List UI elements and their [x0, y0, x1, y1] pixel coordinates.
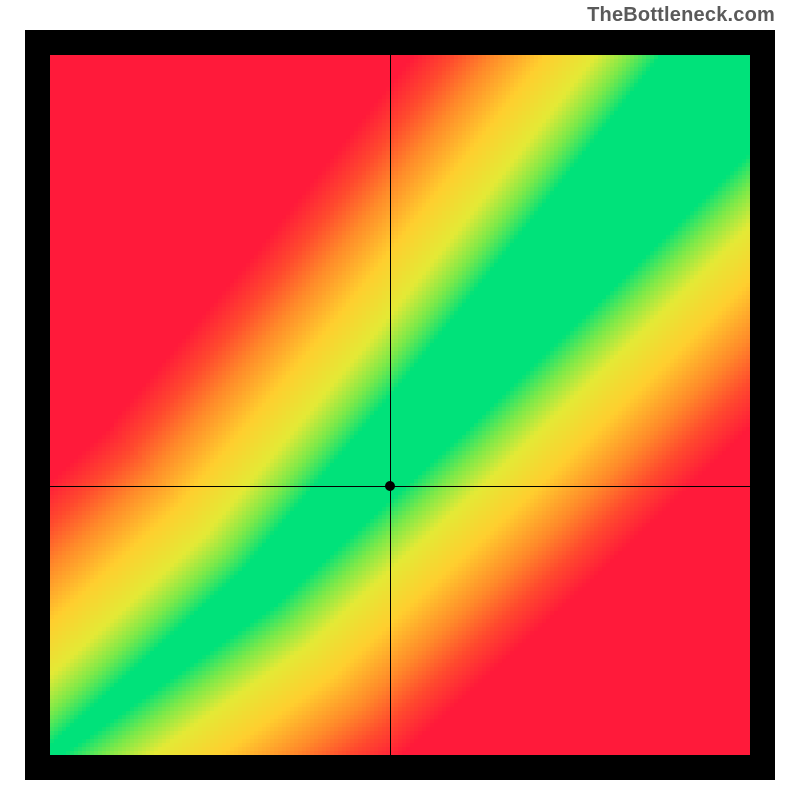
header: TheBottleneck.com	[0, 0, 800, 30]
chart-frame	[25, 30, 775, 780]
bottleneck-heatmap	[50, 55, 750, 755]
site-watermark: TheBottleneck.com	[587, 4, 775, 26]
